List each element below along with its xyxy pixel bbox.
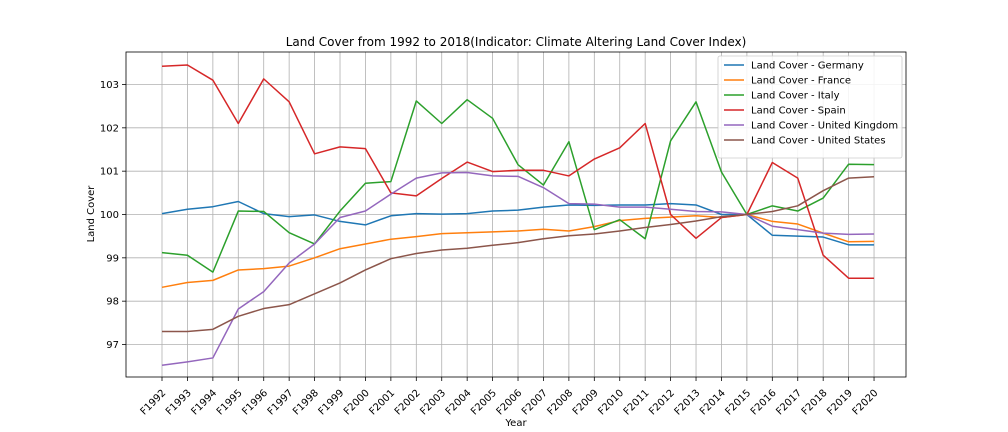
- x-tick-label: F2006: [495, 388, 525, 418]
- y-tick-label: 98: [106, 297, 119, 308]
- legend-label: Land Cover - Italy: [751, 91, 840, 102]
- y-axis-label: Land Cover: [86, 185, 97, 243]
- x-tick-label: F1998: [291, 388, 321, 418]
- x-tick-label: F2012: [647, 388, 677, 418]
- legend-label: Land Cover - Spain: [751, 106, 846, 117]
- legend-frame: [717, 55, 903, 159]
- x-tick-label: F2014: [698, 388, 728, 418]
- y-tick-label: 101: [100, 167, 119, 178]
- legend: Land Cover - Germany Land Cover - France L…: [717, 55, 903, 159]
- x-tick-label: F1995: [215, 388, 245, 418]
- x-tick-label: F1993: [164, 388, 194, 418]
- x-tick-label: F1992: [139, 388, 169, 418]
- x-tick-label: F1997: [266, 388, 296, 418]
- x-tick-label: F2009: [571, 388, 601, 418]
- x-tick-label: F2001: [367, 388, 397, 418]
- x-tick-label: F2002: [393, 388, 423, 418]
- y-tick-label: 99: [106, 253, 119, 264]
- grid: [126, 52, 906, 377]
- y-tick-label: 102: [100, 123, 119, 134]
- y-axis-ticks: 97 98 99 100 101 102 103: [100, 80, 126, 351]
- x-axis-ticks: F1992F1993F1994F1995F1996F1997F1998F1999…: [139, 377, 881, 418]
- x-tick-label: F2016: [749, 388, 779, 418]
- series-lines: [161, 64, 875, 367]
- legend-label: Land Cover - Germany: [751, 61, 864, 72]
- x-tick-label: F2000: [342, 388, 372, 418]
- series-line-spain: [161, 64, 875, 279]
- x-tick-label: F2019: [825, 388, 855, 418]
- x-tick-label: F2015: [723, 388, 753, 418]
- legend-label: Land Cover - France: [751, 76, 851, 87]
- legend-label: Land Cover - United States: [751, 136, 886, 147]
- x-tick-label: F2017: [774, 388, 804, 418]
- series-line-italy: [161, 98, 875, 273]
- chart-title: Land Cover from 1992 to 2018(Indicator: …: [286, 35, 747, 49]
- series-line-germany: [161, 200, 875, 246]
- y-tick-label: 103: [100, 80, 119, 91]
- x-tick-label: F2013: [673, 388, 703, 418]
- x-tick-label: F2005: [469, 388, 499, 418]
- x-tick-label: F1994: [189, 388, 219, 418]
- x-tick-label: F1996: [240, 388, 270, 418]
- x-tick-label: F2011: [622, 388, 652, 418]
- series-line-united-kingdom: [161, 171, 875, 367]
- x-tick-label: F1999: [317, 388, 347, 418]
- series-line-france: [161, 213, 875, 289]
- legend-label: Land Cover - United Kingdom: [751, 121, 898, 132]
- y-tick-label: 100: [100, 210, 119, 221]
- x-tick-label: F2003: [418, 388, 448, 418]
- x-axis-label: Year: [504, 418, 527, 429]
- x-tick-label: F2020: [851, 388, 881, 418]
- y-tick-label: 97: [106, 340, 119, 351]
- x-tick-label: F2018: [800, 388, 830, 418]
- x-tick-label: F2008: [545, 388, 575, 418]
- x-tick-label: F2004: [444, 388, 474, 418]
- x-tick-label: F2010: [596, 388, 626, 418]
- series-line-united-states: [162, 176, 875, 333]
- x-tick-label: F2007: [520, 388, 550, 418]
